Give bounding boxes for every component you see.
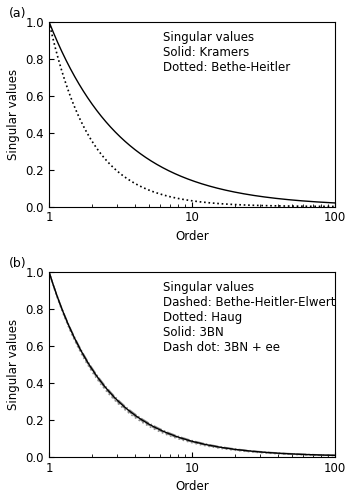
Y-axis label: Singular values: Singular values [7,318,20,410]
Y-axis label: Singular values: Singular values [7,68,20,160]
Text: (a): (a) [9,7,26,20]
Text: Singular values
Solid: Kramers
Dotted: Bethe-Heitler: Singular values Solid: Kramers Dotted: B… [163,31,291,74]
Text: Singular values
Dashed: Bethe-Heitler-Elwert
Dotted: Haug
Solid: 3BN
Dash dot: 3: Singular values Dashed: Bethe-Heitler-El… [163,281,336,354]
X-axis label: Order: Order [175,230,209,243]
X-axis label: Order: Order [175,480,209,493]
Text: (b): (b) [9,257,26,270]
